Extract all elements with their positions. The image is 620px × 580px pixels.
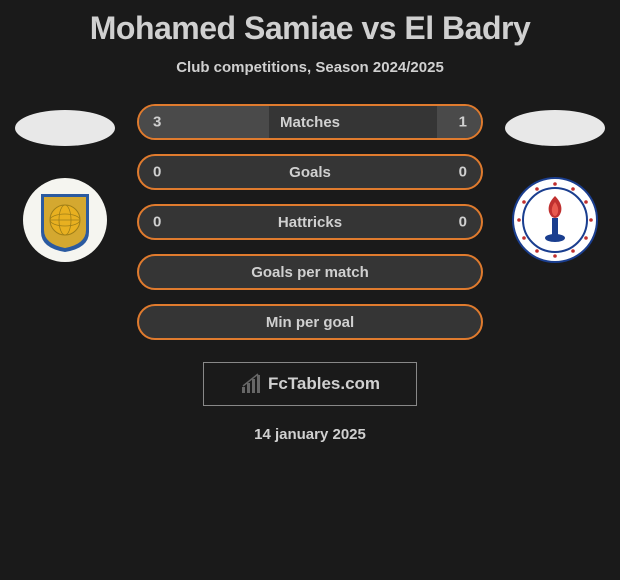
stat-bar-matches: 31Matches <box>137 104 483 140</box>
subtitle: Club competitions, Season 2024/2025 <box>0 59 620 76</box>
stat-bar-goals-per-match: Goals per match <box>137 254 483 290</box>
stat-bar-min-per-goal: Min per goal <box>137 304 483 340</box>
brand-badge[interactable]: FcTables.com <box>203 362 417 406</box>
chart-icon <box>240 373 262 395</box>
comparison-row: 31Matches 00Goals 00Hattricks Goals per mat… <box>0 104 620 340</box>
right-player-col <box>503 104 607 264</box>
right-club-badge <box>511 176 599 264</box>
ismaily-badge-icon <box>21 176 109 264</box>
left-player-avatar <box>15 110 115 146</box>
stat-bar-goals: 00Goals <box>137 154 483 190</box>
stats-column: 31Matches 00Goals 00Hattricks Goals per mat… <box>137 104 483 340</box>
stat-label: Goals <box>139 164 481 181</box>
right-player-avatar <box>505 110 605 146</box>
date-label: 14 january 2025 <box>0 426 620 443</box>
brand-label: FcTables.com <box>268 374 380 394</box>
stat-label: Matches <box>139 114 481 131</box>
smouha-badge-icon <box>511 176 599 264</box>
left-club-badge <box>21 176 109 264</box>
left-player-col <box>13 104 117 264</box>
page-title: Mohamed Samiae vs El Badry <box>0 10 620 47</box>
stat-bar-hattricks: 00Hattricks <box>137 204 483 240</box>
stat-label: Min per goal <box>139 314 481 331</box>
stat-label: Goals per match <box>139 264 481 281</box>
stat-label: Hattricks <box>139 214 481 231</box>
